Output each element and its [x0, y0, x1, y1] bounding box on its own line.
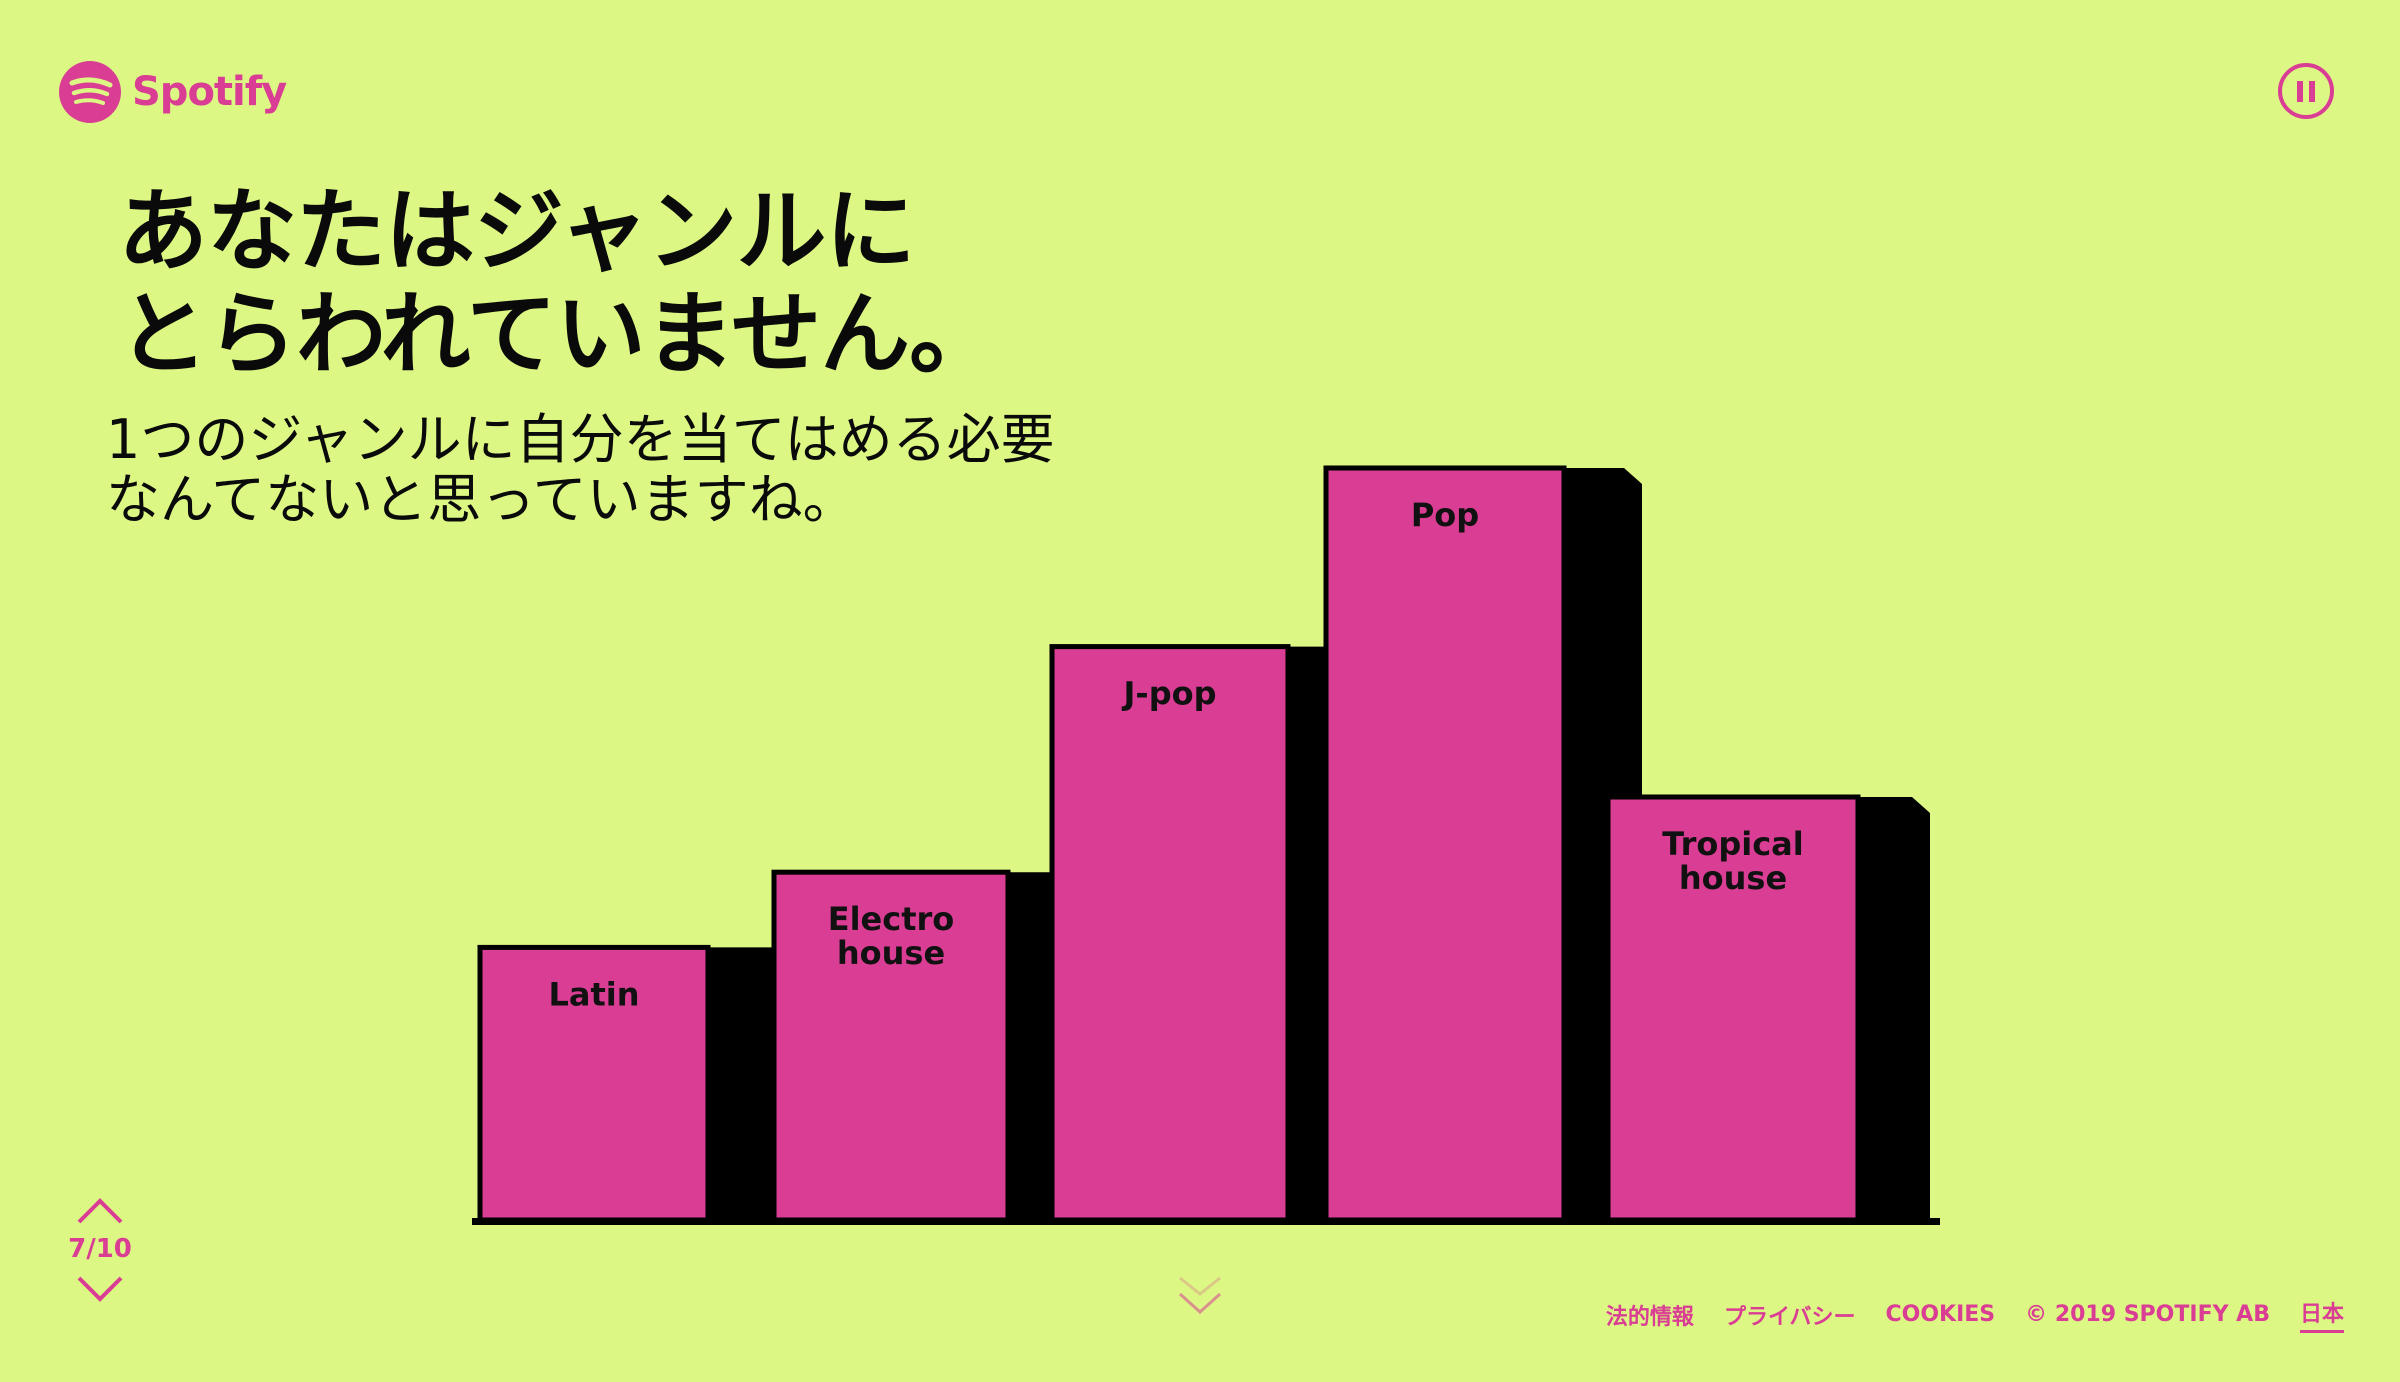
- bar-label: Latin: [548, 975, 639, 1013]
- copyright: © 2019 SPOTIFY AB: [2025, 1302, 2270, 1327]
- bar-label: J-pop: [1122, 675, 1217, 713]
- bar-side-latin: [704, 947, 812, 1220]
- slide-headline: あなたはジャンルに とらわれていません。: [118, 180, 1318, 386]
- chart-baseline: [472, 1218, 1940, 1225]
- headline-line: とらわれていません。: [118, 282, 999, 387]
- pause-button[interactable]: [2278, 63, 2334, 119]
- language-selector[interactable]: 日本: [2299, 1296, 2344, 1333]
- bar-j-pop: [1049, 644, 1291, 1223]
- bar-label: Electro house: [828, 900, 955, 972]
- bar-pop: [1323, 465, 1567, 1223]
- slide-pager: 7/10: [60, 1196, 140, 1304]
- bar-side-j-pop: [1284, 646, 1366, 1220]
- bar-latin: [477, 944, 711, 1223]
- chevron-down-icon[interactable]: [75, 1274, 125, 1304]
- spotify-logo-icon: [59, 61, 121, 123]
- footer: 法的情報 プライバシー COOKIES © 2019 SPOTIFY AB 日本: [1606, 1296, 2344, 1333]
- chevron-up-icon[interactable]: [75, 1196, 125, 1226]
- bar-label: Tropical house: [1662, 825, 1803, 897]
- footer-link-legal[interactable]: 法的情報: [1605, 1304, 1694, 1330]
- slide-subheading: 1つのジャンルに自分を当てはめる必要 なんてないと思っていますね。: [106, 410, 1206, 530]
- spotify-logo[interactable]: Spotify: [58, 60, 287, 124]
- bar-electro-house: [771, 869, 1011, 1223]
- headline-line: あなたはジャンルに: [118, 179, 916, 284]
- subheading-line: なんてないと思っていますね。: [106, 468, 857, 531]
- bar-label: Pop: [1411, 496, 1479, 534]
- bar-side-tropical-house: [1854, 797, 1930, 1220]
- footer-link-cookies[interactable]: COOKIES: [1885, 1302, 1996, 1327]
- slide-counter: 7/10: [68, 1234, 132, 1264]
- bar-side-pop: [1560, 468, 1642, 1220]
- bar-tropical-house: [1605, 794, 1861, 1223]
- pause-icon: [2297, 80, 2315, 102]
- scroll-down-chevron-icon[interactable]: [1174, 1272, 1226, 1324]
- subheading-line: 1つのジャンルに自分を当てはめる必要: [106, 408, 1055, 471]
- bar-side-electro-house: [1004, 872, 1094, 1220]
- footer-link-privacy[interactable]: プライバシー: [1723, 1304, 1856, 1330]
- logo-wordmark: Spotify: [132, 69, 287, 115]
